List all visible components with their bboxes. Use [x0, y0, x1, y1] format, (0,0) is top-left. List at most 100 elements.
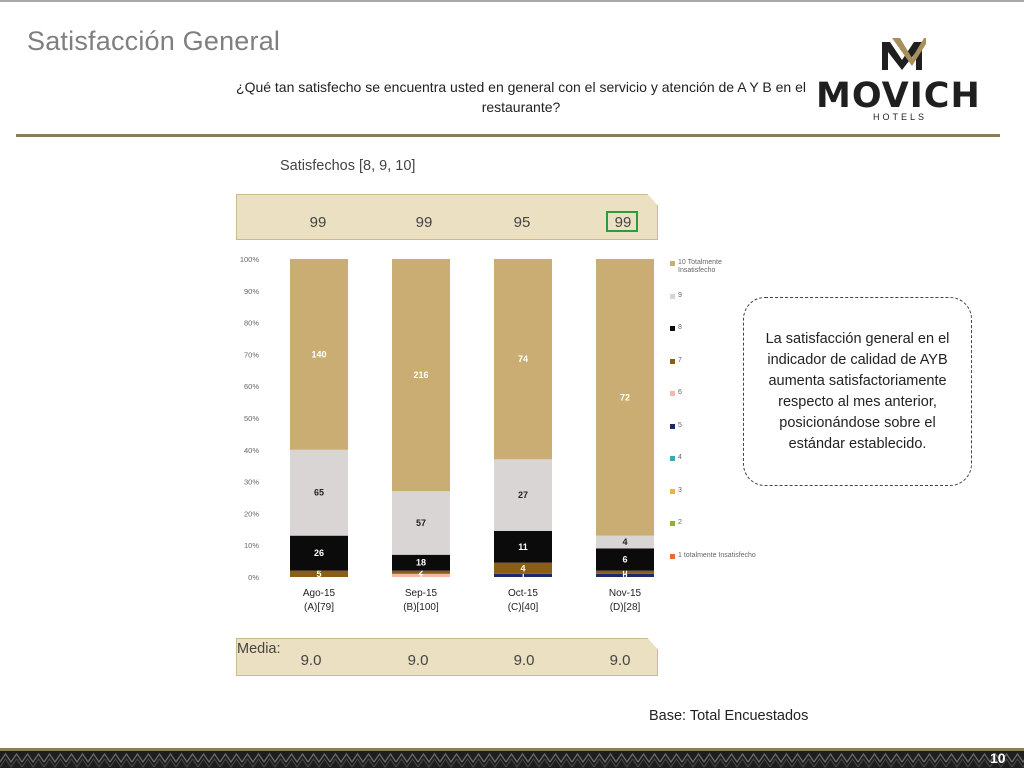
- bar-segment: [392, 554, 450, 571]
- callout-text: La satisfacción general en el indicador …: [765, 330, 950, 452]
- data-label: 57: [416, 518, 426, 528]
- satisfied-label: Satisfechos [8, 9, 10]: [280, 158, 416, 174]
- bar-segment: [494, 459, 552, 531]
- legend-label: 10 Totalmente Insatisfecho: [678, 259, 722, 274]
- x-tick-label: Ago-15: [303, 588, 336, 599]
- data-label: 1: [418, 570, 423, 580]
- y-tick-label: 30%: [244, 478, 259, 487]
- legend-swatch: [670, 553, 675, 559]
- logo-mark-icon: [882, 38, 926, 70]
- data-label: 140: [311, 349, 326, 359]
- x-tick-label: Oct-15: [508, 588, 538, 599]
- legend-swatch: [670, 326, 675, 331]
- legend-label: 9: [678, 291, 682, 299]
- legend-swatch: [670, 488, 675, 494]
- legend-swatch: [670, 423, 675, 429]
- data-label: 1: [520, 570, 525, 580]
- y-tick-label: 100%: [240, 255, 260, 264]
- legend-swatch: [670, 391, 675, 396]
- bar-segment: [392, 491, 450, 555]
- media-label: Media:: [237, 641, 281, 657]
- bar-segment: [290, 535, 348, 571]
- y-tick-label: 10%: [244, 541, 259, 550]
- data-label: 5: [316, 569, 321, 579]
- media-value-nov: 9.0: [609, 652, 631, 669]
- bar-segment: [392, 570, 450, 574]
- bar-segment: [290, 570, 348, 577]
- x-tick-label: Nov-15: [609, 588, 642, 599]
- y-tick-label: 80%: [244, 319, 259, 328]
- satisfied-value-sep: 99: [415, 214, 433, 231]
- media-value-oct: 9.0: [513, 652, 535, 669]
- satisfied-band: [236, 194, 658, 240]
- insight-callout: La satisfacción general en el indicador …: [743, 297, 972, 486]
- y-tick-label: 90%: [244, 287, 259, 296]
- y-tick-label: 70%: [244, 350, 259, 359]
- media-band: [236, 638, 658, 676]
- logo-subtitle: HOTELS: [872, 112, 927, 122]
- x-tick-sublabel: (D)[28]: [610, 602, 641, 613]
- legend-label: 4: [678, 454, 682, 461]
- bar-segment: [494, 530, 552, 563]
- data-label: 0: [622, 570, 627, 580]
- data-label: 4: [520, 563, 525, 573]
- bar-segment: [494, 562, 552, 574]
- bar-segment: [494, 259, 552, 460]
- data-label: 11: [518, 542, 528, 552]
- x-tick-label: Sep-15: [405, 588, 438, 599]
- bar-segment: [596, 573, 654, 577]
- page-title: Satisfacción General: [27, 26, 281, 56]
- data-label: 18: [416, 558, 426, 568]
- satisfied-value-oct: 95: [513, 214, 531, 231]
- legend-swatch: [670, 521, 675, 526]
- bar-segment: [392, 573, 450, 577]
- satisfied-value-nov: 99: [614, 214, 632, 231]
- legend-label: 7: [678, 356, 682, 364]
- bar-segment: [596, 570, 654, 574]
- y-tick-label: 60%: [244, 382, 259, 391]
- x-tick-sublabel: (A)[79]: [304, 602, 334, 613]
- y-tick-label: 50%: [244, 414, 259, 423]
- logo-word: MOVICH: [816, 76, 981, 116]
- header-divider: [16, 134, 1000, 137]
- legend-label: 3: [678, 486, 682, 494]
- bar-segment: [596, 535, 654, 549]
- legend-swatch: [670, 358, 675, 364]
- data-label: 216: [413, 370, 428, 380]
- legend-label: 5: [678, 421, 682, 429]
- y-tick-label: 20%: [244, 509, 259, 518]
- data-label: 0: [622, 567, 627, 577]
- x-tick-sublabel: (B)[100]: [403, 602, 439, 613]
- bar-segment: [596, 259, 654, 536]
- highlight-box: [606, 211, 638, 232]
- bar-segment: [290, 449, 348, 536]
- y-tick-label: 40%: [244, 446, 259, 455]
- bar-segment: [392, 259, 450, 492]
- data-label: 6: [622, 555, 627, 565]
- legend-label: 2: [678, 519, 682, 526]
- base-note: Base: Total Encuestados: [649, 708, 809, 724]
- legend-label: 6: [678, 389, 682, 396]
- data-label: 27: [518, 490, 528, 500]
- legend-swatch: [670, 261, 675, 266]
- media-value-sep: 9.0: [407, 652, 429, 669]
- movich-logo: MOVICH HOTELS: [812, 36, 992, 122]
- top-border: [0, 0, 1024, 2]
- data-label: 74: [518, 354, 528, 364]
- footer-pattern: [0, 748, 1024, 768]
- media-value-ago: 9.0: [300, 652, 322, 669]
- y-tick-label: 0%: [248, 573, 259, 582]
- data-label: 26: [314, 548, 324, 558]
- bar-segment: [596, 548, 654, 571]
- data-label: 2: [418, 567, 423, 577]
- legend-swatch: [670, 293, 675, 299]
- bar-segment: [290, 259, 348, 450]
- legend-label: 8: [678, 324, 682, 331]
- data-label: 4: [622, 537, 627, 547]
- survey-question: ¿Qué tan satisfecho se encuentra usted e…: [236, 79, 806, 115]
- data-label: 72: [620, 392, 630, 402]
- x-tick-sublabel: (C)[40]: [508, 602, 539, 613]
- data-label: 65: [314, 488, 324, 498]
- satisfied-value-ago: 99: [309, 214, 327, 231]
- legend-swatch: [670, 456, 675, 461]
